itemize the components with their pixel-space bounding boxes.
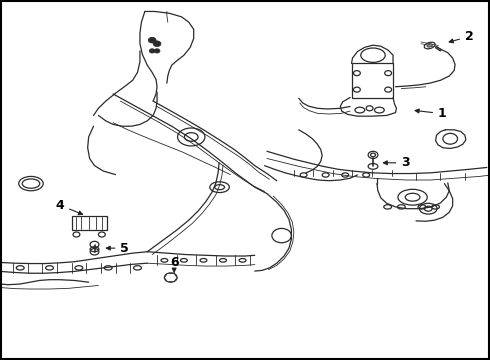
Polygon shape: [164, 274, 177, 282]
Text: 2: 2: [449, 30, 474, 43]
Ellipse shape: [153, 41, 161, 46]
Text: 5: 5: [106, 242, 129, 255]
Text: 1: 1: [415, 107, 447, 120]
Text: 4: 4: [55, 199, 82, 215]
Ellipse shape: [154, 49, 160, 53]
Bar: [72, 216, 107, 230]
Ellipse shape: [149, 49, 155, 53]
Ellipse shape: [427, 44, 432, 47]
Bar: [351, 63, 393, 98]
Text: 3: 3: [383, 156, 410, 169]
Text: 6: 6: [170, 256, 178, 272]
Ellipse shape: [148, 37, 156, 43]
